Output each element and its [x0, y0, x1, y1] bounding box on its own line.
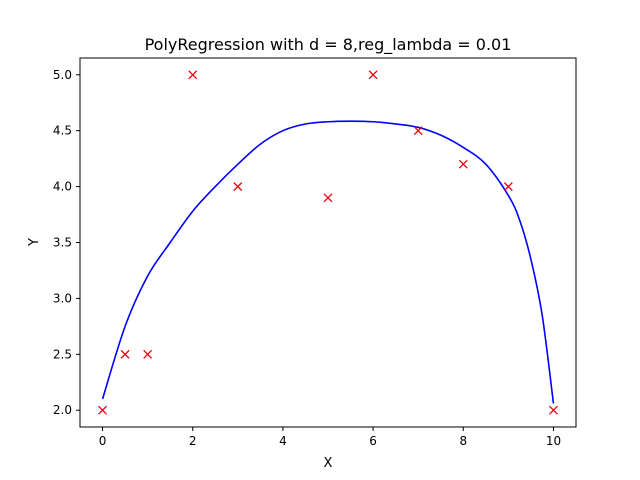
data-point-marker — [143, 349, 153, 359]
x-tick-label: 10 — [546, 434, 561, 448]
marker-stroke — [323, 193, 333, 203]
x-axis-label: X — [324, 456, 333, 471]
marker-stroke — [120, 349, 130, 359]
data-point-marker — [98, 405, 108, 415]
marker-stroke — [458, 159, 468, 169]
data-point-marker — [323, 193, 333, 203]
marker-stroke — [368, 70, 378, 80]
marker-stroke — [548, 405, 558, 415]
plot-area — [79, 57, 577, 428]
x-tick-label: 6 — [369, 434, 377, 448]
data-point-marker — [503, 182, 513, 192]
y-axis-ticks: 2.0 2.5 3.0 3.5 4.0 4.5 5.0 — [53, 68, 80, 417]
x-tick-label: 8 — [459, 434, 467, 448]
data-point-marker — [413, 126, 423, 136]
data-point-marker — [548, 405, 558, 415]
marker-stroke — [188, 70, 198, 80]
data-point-marker — [233, 182, 243, 192]
y-tick-label: 2.5 — [53, 347, 72, 361]
y-tick-label: 4.0 — [53, 180, 72, 194]
axes-frame — [79, 57, 577, 428]
marker-layer — [98, 70, 558, 415]
y-axis-label: Y — [27, 238, 42, 247]
y-tick-label: 5.0 — [53, 68, 72, 82]
x-tick-label: 2 — [189, 434, 197, 448]
data-point-marker — [188, 70, 198, 80]
fit-curve-line — [101, 120, 555, 404]
marker-stroke — [413, 126, 423, 136]
x-tick-label: 4 — [279, 434, 287, 448]
data-point-marker — [458, 159, 468, 169]
marker-stroke — [143, 349, 153, 359]
marker-stroke — [233, 182, 243, 192]
x-axis-ticks: 0 2 4 6 8 10 — [99, 427, 561, 448]
y-tick-label: 2.0 — [53, 403, 72, 417]
y-tick-label: 3.5 — [53, 236, 72, 250]
data-point-marker — [120, 349, 130, 359]
data-point-marker — [368, 70, 378, 80]
y-tick-label: 4.5 — [53, 124, 72, 138]
y-tick-label: 3.0 — [53, 291, 72, 305]
x-tick-label: 0 — [99, 434, 107, 448]
marker-stroke — [503, 182, 513, 192]
line-layer — [101, 120, 555, 404]
chart-title: PolyRegression with d = 8,reg_lambda = 0… — [145, 35, 512, 55]
marker-stroke — [98, 405, 108, 415]
